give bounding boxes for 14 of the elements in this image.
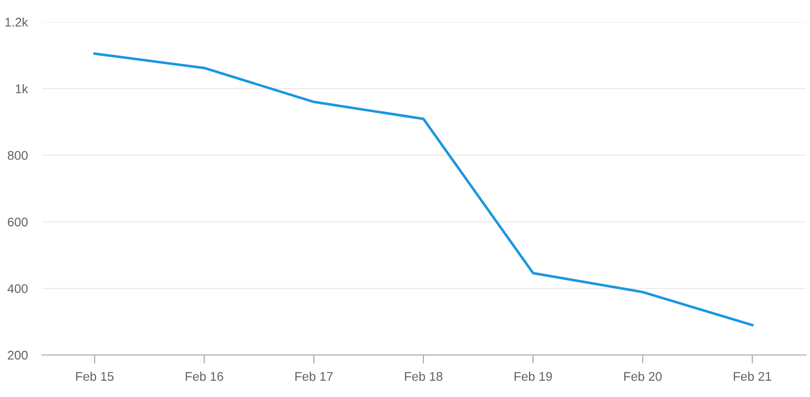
x-tick-label: Feb 16 xyxy=(186,372,224,381)
y-tick-label: 1.2k xyxy=(5,17,28,27)
y-tick-label: 1k xyxy=(16,84,28,94)
y-tick-label: 200 xyxy=(8,350,28,360)
y-tick-label: 600 xyxy=(8,218,28,226)
line-series xyxy=(93,52,754,326)
y-tick-label: 800 xyxy=(8,151,28,160)
x-tick-label: Feb 18 xyxy=(405,372,442,381)
x-tick-label: Feb 17 xyxy=(295,372,333,381)
x-tick-label: Feb 19 xyxy=(514,372,552,381)
y-tick-label: 400 xyxy=(8,284,28,294)
x-tick-label: Feb 20 xyxy=(624,372,662,381)
x-tick-label: Feb 15 xyxy=(76,372,114,381)
x-tick-label: Feb 21 xyxy=(734,372,772,381)
